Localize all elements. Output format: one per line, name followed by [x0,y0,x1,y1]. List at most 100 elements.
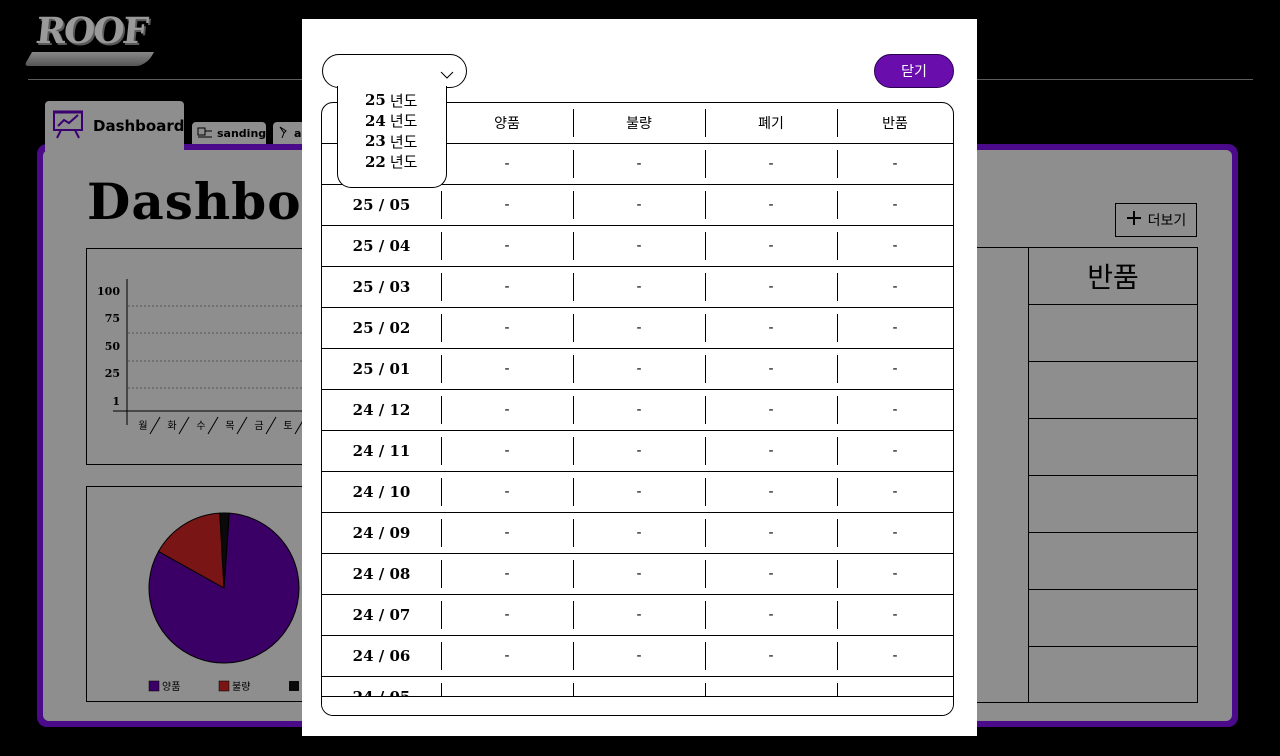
monthly-report-modal: 닫기 양품 불량 폐기 반품 - - - -25 / 05- - - -25 / 04- - -… [302,19,977,736]
table-row [1029,419,1197,476]
period-cell: 24 / 12 [352,401,411,419]
table-row: 24 / 12- - - - [322,390,953,431]
value-cell: - [441,595,573,635]
value-cell: - [573,554,705,594]
value-cell: - [705,636,837,676]
period-cell: 24 / 07 [352,606,411,624]
year-option[interactable]: 25 년도 [338,90,446,111]
value-cell: - [441,431,573,471]
year-option-suffix: 년도 [389,132,418,151]
table-body[interactable]: - - - -25 / 05- - - -25 / 04- - - -25 / 03- - - -25 … [322,144,953,698]
table-row: 24 / 09- - - - [322,513,953,554]
presentation-chart-icon [51,108,85,144]
table-row: 24 / 06- - - - [322,636,953,677]
value-cell: - [573,185,705,225]
year-option[interactable]: 23 년도 [338,131,446,152]
period-cell: 25 / 02 [352,319,411,337]
x-tick-separator [236,416,248,435]
legend-swatch [289,681,299,691]
tab-third-label: a [294,126,302,140]
value-cell: - [441,226,573,266]
value-cell: - [441,349,573,389]
value-cell: - [837,513,953,553]
value-cell: - [573,267,705,307]
year-option-suffix: 년도 [389,153,418,172]
legend-swatch [218,680,230,692]
table-row: 24 / 11- - - - [322,431,953,472]
header-discard: 폐기 [705,103,837,143]
period-cell: 24 / 09 [352,524,411,542]
value-cell: - [441,267,573,307]
y-tick-label: 50 [105,340,121,353]
x-tick-separator [149,416,161,435]
value-cell: - [573,677,705,698]
value-cell: - [705,595,837,635]
summary-header-return: 반품 [1029,248,1197,305]
tab-dashboard-label: Dashboard [93,117,185,135]
more-button[interactable]: 더보기 [1115,203,1197,237]
value-cell: - [705,554,837,594]
summary-table: 반품 [1028,247,1198,703]
table-row: 24 / 05- - - - [322,677,953,698]
table-footer [322,696,953,715]
tab-sanding[interactable]: sanding [192,122,266,144]
value-cell: - [837,677,953,698]
weekly-chart-svg: 100 75 50 25 1 월 화 수 목 금 토 [97,279,315,435]
value-cell: - [441,513,573,553]
table-row: 25 / 04- - - - [322,226,953,267]
ratio-pie-svg: 양품 불량 [148,512,300,693]
table-row: 25 / 01- - - - [322,349,953,390]
value-cell: - [705,349,837,389]
table-row [1029,305,1197,362]
year-option-number: 22 [365,152,386,171]
value-cell: - [573,595,705,635]
x-tick-label: 금 [254,420,263,432]
pie-slice [219,512,230,589]
x-tick-label: 토 [283,421,292,432]
logo-board-shape [23,52,155,66]
value-cell: - [705,308,837,348]
year-option[interactable]: 24 년도 [338,111,446,132]
value-cell: - [573,636,705,676]
value-cell: - [705,226,837,266]
year-option-suffix: 년도 [389,112,418,131]
value-cell: - [705,513,837,553]
table-row: 24 / 07- - - - [322,595,953,636]
value-cell: - [573,513,705,553]
year-option-number: 23 [365,132,386,151]
table-row [1029,590,1197,647]
ratio-pie-chart: 양품 불량 [86,486,316,702]
value-cell: - [837,308,953,348]
value-cell: - [441,185,573,225]
y-tick-label: 75 [105,312,120,325]
y-tick-label: 100 [97,285,120,298]
year-select[interactable] [322,54,467,88]
x-tick-label: 화 [167,420,176,432]
value-cell: - [705,185,837,225]
x-tick-separator [265,416,277,435]
sanding-machine-icon [197,126,213,141]
value-cell: - [837,390,953,430]
value-cell: - [705,472,837,512]
tab-dashboard[interactable]: Dashboard [45,101,184,151]
tab-sanding-label: sanding [217,126,267,140]
table-row [1029,476,1197,533]
period-cell: 25 / 04 [352,237,411,255]
table-row [1029,362,1197,419]
value-cell: - [837,472,953,512]
period-cell: 24 / 11 [352,442,411,460]
roof-logo[interactable]: ROOF [23,10,155,70]
value-cell: - [441,144,573,184]
close-button[interactable]: 닫기 [874,54,954,88]
value-cell: - [573,226,705,266]
value-cell: - [837,144,953,184]
chevron-down-icon [440,65,454,84]
value-cell: - [837,554,953,594]
table-row [1029,533,1197,590]
year-dropdown-menu: 25 년도 24 년도 23 년도 22 년도 [337,86,447,188]
value-cell: - [573,349,705,389]
year-option[interactable]: 22 년도 [338,152,446,173]
y-tick-label: 1 [112,395,120,408]
table-row: 25 / 03- - - - [322,267,953,308]
value-cell: - [573,144,705,184]
